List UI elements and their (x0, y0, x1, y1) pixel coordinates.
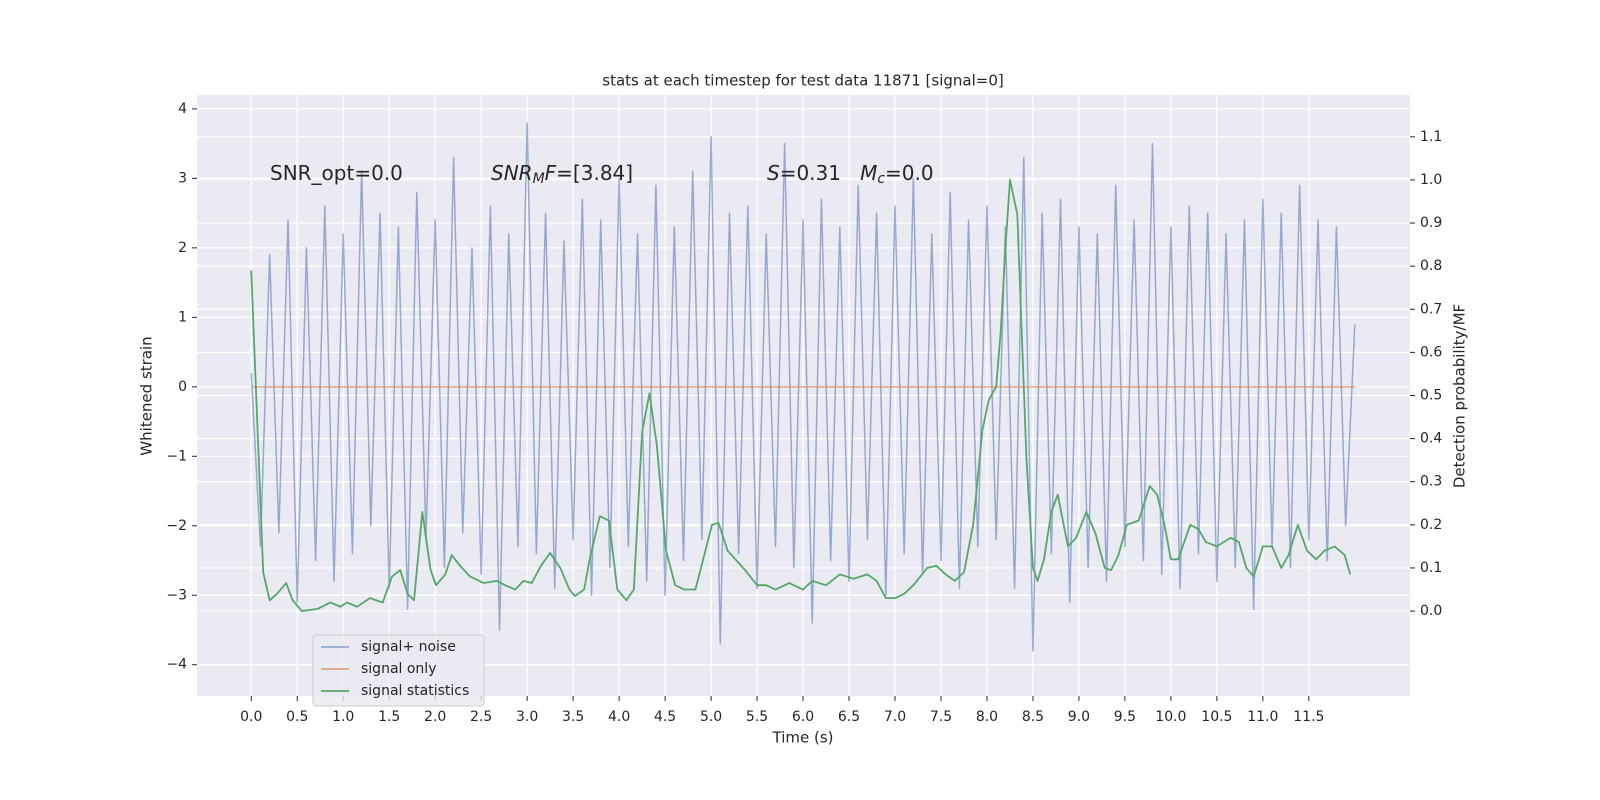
y-tick-label: −3 (166, 587, 187, 603)
x-tick-label: 2.0 (424, 709, 446, 725)
x-tick-label: 9.5 (1114, 709, 1136, 725)
x-tick-label: 8.5 (1022, 709, 1044, 725)
y-tick-label: 2 (178, 240, 187, 256)
annotation: SNR_opt=0.0 (270, 161, 403, 185)
x-tick-label: 4.5 (654, 709, 676, 725)
annotation-part: F (545, 161, 557, 185)
x-tick-label: 4.0 (608, 709, 630, 725)
y-tick-label: −4 (166, 657, 187, 673)
chart-title: stats at each timestep for test data 118… (602, 72, 1003, 90)
y2-tick-label: 0.7 (1420, 301, 1442, 317)
legend: signal+ noise signal only signal statistic… (312, 634, 485, 707)
annotation-part: c (877, 171, 885, 187)
y2-tick-label: 0.6 (1420, 344, 1442, 360)
x-tick-label: 11.5 (1293, 709, 1324, 725)
y2-tick-label: 1.1 (1420, 129, 1442, 145)
x-tick-label: 3.0 (516, 709, 538, 725)
y-tick-label: −1 (166, 448, 187, 464)
x-tick-label: 0.0 (240, 709, 262, 725)
annotations: SNR_opt=0.0 SNRMF=[3.84] S=0.31 Mc=0.0 (270, 161, 934, 188)
x-tick-label: 8.0 (976, 709, 998, 725)
annotation-part: S (767, 161, 780, 185)
x-tick-label: 6.0 (792, 709, 814, 725)
x-axis-label: Time (s) (772, 729, 834, 747)
y2-tick-label: 0.3 (1420, 474, 1442, 490)
annotation: S=0.31 Mc=0.0 (767, 161, 934, 188)
series-line (250, 179, 1352, 612)
annotation-part: SNR_opt=0.0 (270, 161, 403, 185)
y-tick-label: 0 (178, 379, 187, 395)
y2-tick-label: 1.0 (1420, 172, 1442, 188)
x-tick-label: 9.0 (1068, 709, 1090, 725)
legend-label: signal only (361, 661, 436, 677)
series-line (250, 122, 1356, 652)
y2-tick-label: 0.1 (1420, 560, 1442, 576)
y-tick-label: −2 (166, 518, 187, 534)
annotation-part: M (860, 161, 877, 185)
y2-tick-label: 0.0 (1420, 603, 1442, 619)
x-tick-label: 10.5 (1201, 709, 1232, 725)
annotation-part: =0.31 (780, 161, 860, 185)
annotation-part: =0.0 (885, 161, 934, 185)
annotation-part: SNR (491, 161, 533, 185)
y2-tick-label: 0.2 (1420, 517, 1442, 533)
legend-box (312, 634, 485, 707)
y-tick-label: 3 (178, 170, 187, 186)
x-tick-label: 1.0 (332, 709, 354, 725)
y2-tick-label: 0.5 (1420, 388, 1442, 404)
annotation-part: M (533, 171, 545, 187)
y-tick-label: 1 (178, 309, 187, 325)
x-tick-label: 1.5 (378, 709, 400, 725)
legend-label: signal statistics (361, 683, 469, 699)
x-tick-label: 5.5 (746, 709, 768, 725)
x-tick-label: 7.5 (930, 709, 952, 725)
legend-label: signal+ noise (361, 639, 456, 655)
y2-tick-label: 0.4 (1420, 431, 1442, 447)
y2-tick-label: 0.8 (1420, 258, 1442, 274)
x-tick-label: 0.5 (286, 709, 308, 725)
x-tick-label: 2.5 (470, 709, 492, 725)
x-tick-label: 3.5 (562, 709, 584, 725)
annotation: SNRMF=[3.84] (491, 161, 633, 188)
y2-tick-label: 0.9 (1420, 215, 1442, 231)
x-tick-label: 5.0 (700, 709, 722, 725)
y-tick-label: 4 (178, 101, 187, 117)
x-tick-label: 7.0 (884, 709, 906, 725)
y-axis-label: Whitened strain (138, 336, 156, 455)
x-tick-label: 6.5 (838, 709, 860, 725)
x-tick-label: 11.0 (1247, 709, 1278, 725)
data (250, 122, 1356, 652)
annotation-part: =[3.84] (556, 161, 633, 185)
x-tick-label: 10.0 (1155, 709, 1186, 725)
y2-axis-label: Detection probability/MF (1451, 304, 1469, 488)
